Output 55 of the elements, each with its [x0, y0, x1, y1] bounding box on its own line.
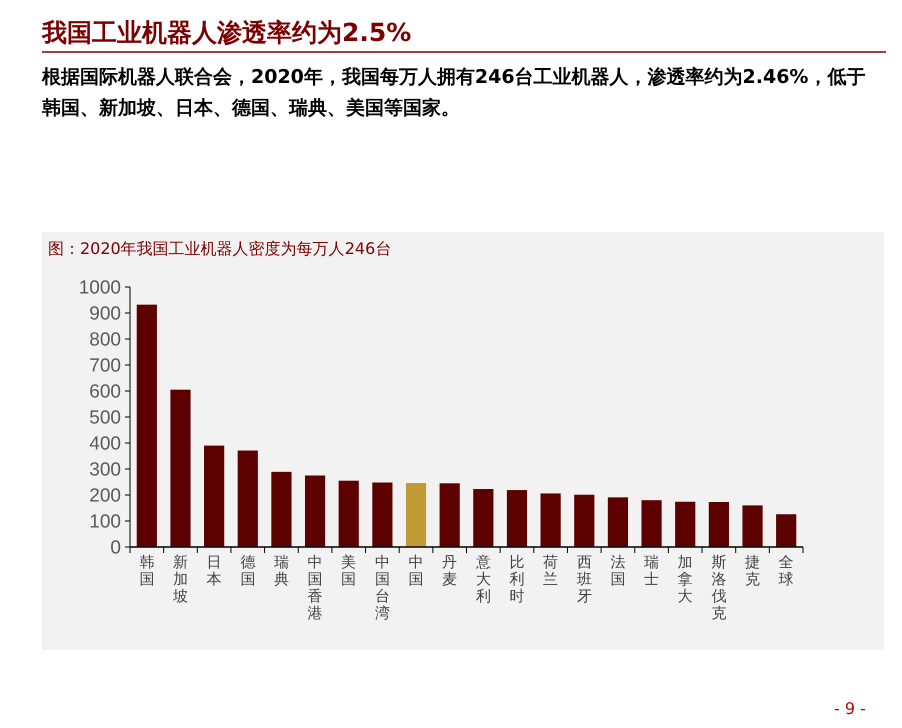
bar	[406, 483, 426, 547]
x-tick-label: 斯洛伐克	[711, 553, 726, 622]
bar	[304, 476, 326, 547]
x-tick-label: 美国	[341, 553, 356, 588]
bar	[473, 489, 494, 547]
y-tick-label: 700	[89, 356, 121, 377]
x-tick-label: 全球	[778, 553, 794, 588]
y-tick-label: 900	[89, 304, 121, 325]
y-tick-label: 0	[110, 538, 121, 559]
x-tick-label: 中国香港	[308, 553, 323, 622]
x-tick-label: 瑞士	[644, 553, 660, 588]
bar	[708, 502, 729, 547]
bar	[271, 472, 292, 547]
y-tick-label: 300	[89, 460, 121, 481]
bar	[608, 497, 628, 547]
chart-title: 我国工业机器人渗透率约为2.5%	[41, 18, 412, 47]
x-tick-label: 西班牙	[576, 553, 592, 605]
bar	[440, 483, 460, 547]
bar	[776, 514, 796, 547]
y-tick-label: 400	[89, 434, 121, 455]
bar	[675, 502, 696, 547]
bar	[540, 493, 561, 547]
x-tick-label: 加拿大	[678, 553, 693, 605]
x-tick-label: 比利时	[509, 553, 524, 605]
y-tick-label: 800	[89, 330, 121, 351]
x-tick-label: 法国	[610, 553, 626, 588]
x-tick-label: 德国	[240, 553, 256, 588]
x-tick-label: 捷克	[745, 553, 760, 588]
x-tick-label: 荷兰	[543, 553, 558, 588]
text: - 9 -	[834, 699, 866, 718]
bar	[641, 500, 662, 547]
bar	[742, 505, 763, 547]
x-tick-label: 日本	[206, 553, 222, 588]
x-tick-label: 中国	[408, 553, 424, 588]
x-tick-label: 瑞典	[274, 553, 289, 588]
chart-subtitle: 根据国际机器人联合会，2020年，我国每万人拥有246台工业机器人，渗透率约为2.46%，低于韩国、新加坡、日本、德国、瑞典、美国等国家。	[42, 65, 866, 121]
x-tick-label: 中国台湾	[374, 553, 390, 622]
x-tick-label: 新加坡	[172, 553, 188, 605]
y-tick-label: 100	[89, 512, 121, 533]
bar	[338, 480, 359, 547]
bar	[238, 450, 258, 547]
text: 图：2020年我国工业机器人密度为每万人246台	[48, 239, 392, 258]
x-tick-label: 韩国	[139, 553, 154, 588]
bar	[204, 446, 224, 547]
y-tick-label: 600	[89, 382, 121, 403]
bar	[372, 482, 392, 547]
bar	[506, 490, 528, 547]
bar	[136, 304, 157, 547]
bar	[574, 494, 594, 547]
bar	[170, 390, 191, 547]
x-tick-label: 意大利	[474, 553, 491, 605]
x-tick-label: 丹麦	[442, 553, 458, 588]
y-tick-label: 200	[89, 486, 121, 507]
y-tick-label: 1000	[78, 278, 121, 299]
y-tick-label: 500	[89, 408, 121, 429]
